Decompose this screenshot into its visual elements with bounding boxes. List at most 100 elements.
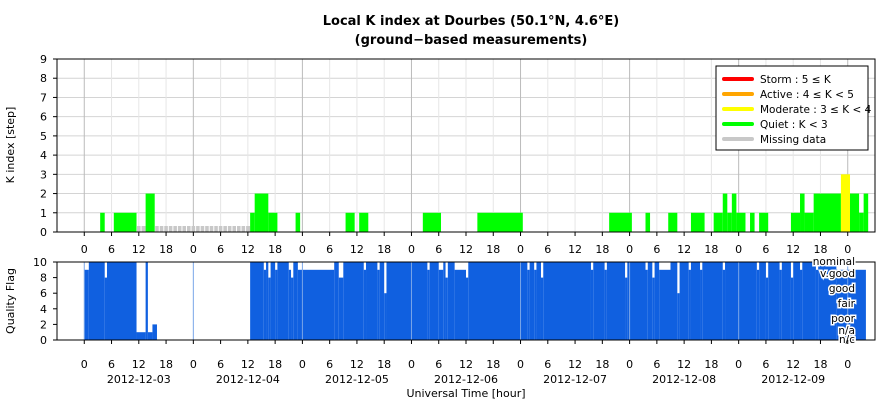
quality-x-tick-label: 18 (813, 358, 827, 371)
k-index-bar (250, 212, 255, 232)
k-index-bar (731, 193, 737, 232)
quality-flag-bars (84, 262, 866, 340)
k-x-tick-label: 0 (517, 243, 524, 256)
quality-flag-bar (627, 262, 646, 340)
quality-flag-bar (454, 269, 466, 340)
quality-x-tick-label: 12 (241, 358, 255, 371)
quality-flag-label: v.good (820, 268, 855, 280)
legend-label: Missing data (760, 134, 826, 146)
quality-flag-bar (536, 262, 541, 340)
quality-flag-bar (366, 262, 378, 340)
day-label: 2012-12-08 (652, 373, 716, 386)
day-label: 2012-12-07 (543, 373, 607, 386)
k-x-tick-label: 6 (326, 243, 333, 256)
quality-flag-bar (466, 277, 469, 340)
day-label: 2012-12-05 (325, 373, 389, 386)
quality-flag-bar (88, 262, 105, 340)
k-index-bar (736, 212, 746, 232)
quality-flag-bar (759, 262, 766, 340)
k-index-bar (345, 212, 355, 232)
quality-flag-bar (725, 262, 757, 340)
quality-flag-bar (377, 269, 380, 340)
x-axis-label: Universal Time [hour] (406, 387, 525, 400)
quality-x-tick-label: 0 (626, 358, 633, 371)
k-x-tick-label: 12 (241, 243, 255, 256)
quality-x-tick-label: 18 (486, 358, 500, 371)
quality-flag-bar (670, 262, 678, 340)
k-x-tick-label: 12 (786, 243, 800, 256)
quality-y-tick-label: 2 (40, 318, 47, 331)
k-index-bar (800, 193, 805, 232)
quality-x-tick-label: 18 (377, 358, 391, 371)
quality-y-tick-label: 6 (40, 287, 47, 300)
k-index-bar (813, 193, 841, 232)
k-index-bar (850, 193, 860, 232)
quality-flag-bar (443, 262, 446, 340)
k-x-tick-label: 6 (544, 243, 551, 256)
quality-flag-bar (593, 262, 605, 340)
k-x-tick-label: 0 (408, 243, 415, 256)
chart-subtitle: (ground−based measurements) (355, 33, 588, 48)
quality-x-tick-label: 12 (350, 358, 364, 371)
quality-flag-bar (590, 269, 594, 340)
quality-x-tick-label: 0 (517, 358, 524, 371)
quality-x-tick-label: 6 (544, 358, 551, 371)
quality-flag-bar (652, 277, 655, 340)
legend-label: Active : 4 ≤ K < 5 (760, 89, 854, 101)
k-y-tick-label: 0 (40, 226, 47, 239)
k-index-bar (268, 212, 278, 232)
quality-x-tick-label: 0 (81, 358, 88, 371)
k-index-bar (713, 212, 723, 232)
k-index-bar (750, 212, 755, 232)
quality-flag-label: n/a (838, 325, 855, 337)
quality-flag-bar (527, 269, 530, 340)
quality-flag-bar (677, 293, 680, 340)
k-x-tick-label: 18 (377, 243, 391, 256)
quality-flag-bar (534, 269, 537, 340)
quality-x-tick-label: 6 (108, 358, 115, 371)
quality-x-tick-label: 6 (217, 358, 224, 371)
quality-flag-bar (722, 269, 726, 340)
quality-flag-bar (647, 262, 653, 340)
k-index-bar (804, 212, 814, 232)
quality-flag-bar (275, 269, 278, 340)
quality-y-ticks: 0 2 4 6 8 10 (33, 256, 57, 347)
quality-flag-label: n/c (839, 334, 855, 346)
quality-x-tick-label: 12 (677, 358, 691, 371)
k-index-bar (113, 212, 137, 232)
quality-flag-bar (688, 269, 691, 340)
day-label: 2012-12-04 (216, 373, 280, 386)
quality-flag-bar (679, 262, 689, 340)
k-index-bars (100, 174, 869, 232)
k-x-tick-label: 0 (81, 243, 88, 256)
k-index-y-label: K index [step] (4, 107, 17, 184)
quality-flag-label: good (829, 283, 855, 295)
k-index-bar (254, 193, 269, 232)
k-index-bar (859, 212, 864, 232)
chart-title: Local K index at Dourbes (50.1°N, 4.6°E) (323, 14, 620, 29)
quality-flag-label: poor (831, 313, 856, 325)
k-index-bar (790, 212, 801, 232)
quality-x-tick-label: 6 (653, 358, 660, 371)
k-x-tick-label: 6 (435, 243, 442, 256)
k-x-tick-label: 12 (459, 243, 473, 256)
k-index-bar (145, 193, 155, 232)
quality-flag-bar (702, 262, 723, 340)
k-index-bar (759, 212, 769, 232)
k-x-tick-label: 6 (108, 243, 115, 256)
quality-flag-bar (606, 262, 626, 340)
k-y-tick-label: 6 (40, 111, 47, 124)
quality-flag-bar (338, 277, 344, 340)
quality-flag-bar (447, 262, 455, 340)
day-label: 2012-12-09 (761, 373, 825, 386)
quality-flag-bar (84, 269, 89, 340)
quality-y-tick-label: 10 (33, 256, 47, 269)
quality-flag-bar (543, 262, 591, 340)
quality-flag-bar (768, 262, 780, 340)
quality-flag-bar (136, 332, 146, 340)
quality-flag-bar (690, 262, 701, 340)
k-index-x-ticks: 0 6 12 18 0 6 12 18 0 6 12 18 0 6 12 18 0 6 12 18 0 6 12 18 0 6 12… (81, 232, 851, 256)
quality-flag-bar (334, 262, 339, 340)
legend-label: Quiet : K < 3 (760, 119, 828, 131)
quality-y-label: Quality Flag (4, 268, 17, 334)
